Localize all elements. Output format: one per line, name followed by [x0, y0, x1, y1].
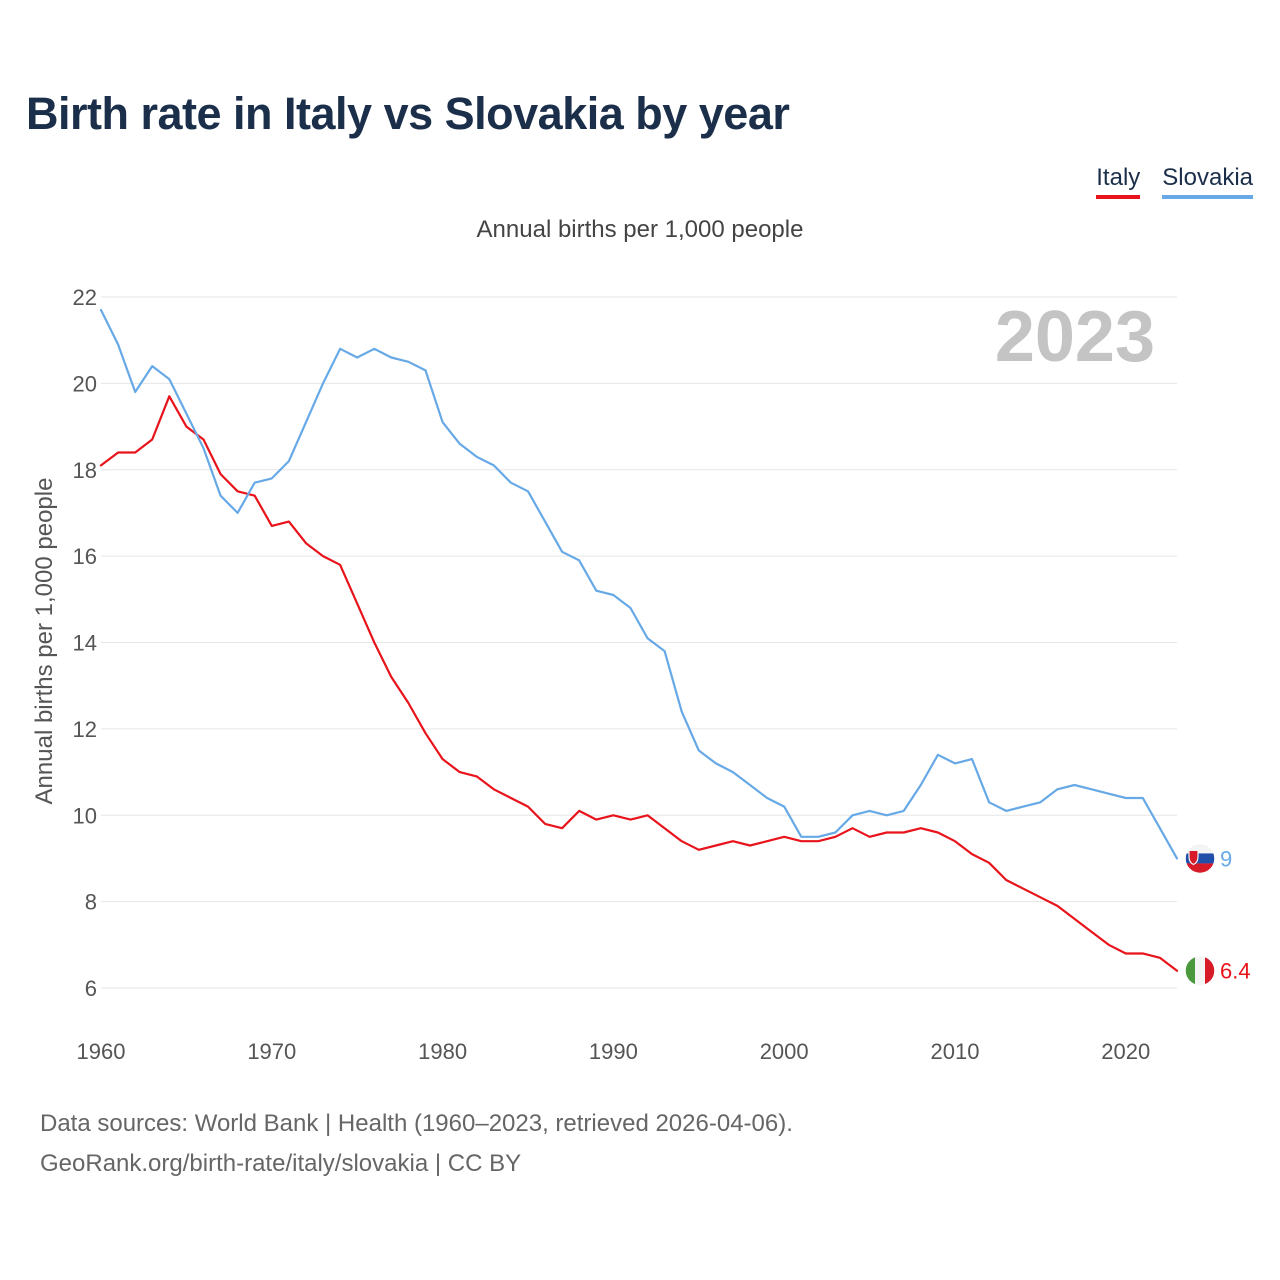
source-line-2: GeoRank.org/birth-rate/italy/slovakia | … [40, 1150, 522, 1177]
y-tick-20: 20 [73, 371, 97, 396]
chart-subtitle: Annual births per 1,000 people [476, 216, 804, 243]
series-line-italy [99, 395, 1179, 972]
chart-title: Birth rate in Italy vs Slovakia by year [26, 88, 790, 139]
x-tick-1980: 1980 [418, 1039, 467, 1064]
legend-item-italy[interactable]: Italy [1096, 164, 1141, 199]
x-tick-1990: 1990 [589, 1039, 638, 1064]
series-group [99, 308, 1179, 972]
slovakia-flag-icon [1184, 842, 1216, 875]
legend: Italy Slovakia [1096, 164, 1253, 199]
x-tick-2020: 2020 [1101, 1039, 1150, 1064]
x-tick-2000: 2000 [760, 1039, 809, 1064]
source-note: Data sources: World Bank | Health (1960–… [40, 1104, 793, 1184]
x-tick-2010: 2010 [930, 1039, 979, 1064]
source-line-1: Data sources: World Bank | Health (1960–… [40, 1110, 793, 1137]
y-axis-ticks: 6 8 10 12 14 16 18 20 22 [73, 285, 97, 1001]
y-tick-6: 6 [85, 976, 97, 1001]
y-axis-label: Annual births per 1,000 people [31, 478, 58, 805]
italy-flag-icon [1184, 954, 1216, 987]
end-labels: 6.49 [1184, 842, 1251, 987]
year-watermark: 2023 [995, 297, 1155, 377]
x-axis-ticks: 1960 1970 1980 1990 2000 2010 2020 [77, 1039, 1151, 1064]
y-tick-8: 8 [85, 890, 97, 915]
y-tick-10: 10 [73, 803, 97, 828]
legend-item-slovakia[interactable]: Slovakia [1162, 164, 1253, 199]
gridlines [101, 296, 1177, 989]
series-line-slovakia [99, 308, 1179, 860]
end-label-italy: 6.4 [1220, 959, 1251, 984]
end-label-slovakia: 9 [1220, 846, 1232, 871]
y-tick-14: 14 [73, 631, 97, 656]
x-tick-1960: 1960 [77, 1039, 126, 1064]
y-tick-16: 16 [73, 544, 97, 569]
y-tick-12: 12 [73, 717, 97, 742]
y-tick-22: 22 [73, 285, 97, 310]
y-tick-18: 18 [73, 458, 97, 483]
x-tick-1970: 1970 [247, 1039, 296, 1064]
